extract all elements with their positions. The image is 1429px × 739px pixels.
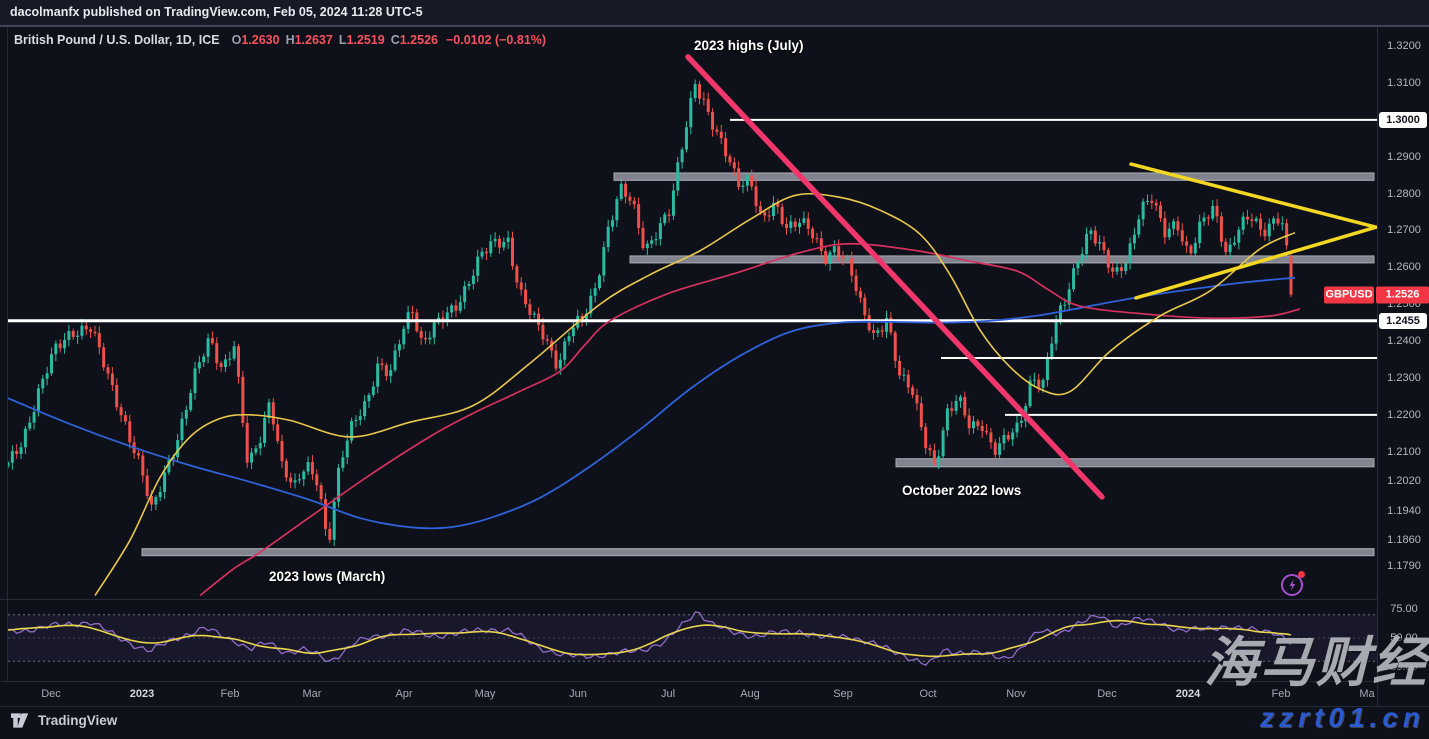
lightning-bolt-icon xyxy=(1289,579,1296,591)
time-axis-month-label: Nov xyxy=(1006,688,1026,700)
annotation-october-2022-lows: October 2022 lows xyxy=(902,483,1022,498)
price-axis-label: 1.3100 xyxy=(1387,77,1421,89)
annotation-2023-lows: 2023 lows (March) xyxy=(269,569,386,584)
price-axis-label: 1.2300 xyxy=(1387,371,1421,384)
time-axis-month-label: Sep xyxy=(833,688,853,700)
ma-50-yellow xyxy=(94,192,1296,596)
annotation-2023-highs: 2023 highs (July) xyxy=(694,38,804,53)
time-axis-month-label: Feb xyxy=(220,688,240,700)
time-axis-separator xyxy=(0,681,1377,682)
close-value: 1.2526 xyxy=(399,33,438,47)
last-price-badge: 1.2526 xyxy=(1376,286,1429,304)
price-axis-label: 1.3200 xyxy=(1387,40,1421,53)
publish-topbar: dacolmanfx published on TradingView.com,… xyxy=(0,0,1429,27)
time-axis-month-label: Mar xyxy=(302,688,322,700)
price-axis-label: 1.2800 xyxy=(1387,187,1421,200)
time-axis-month-label: Aug xyxy=(740,688,760,700)
price-level-badge: 1.3000 xyxy=(1379,111,1427,128)
price-axis-label: 1.2600 xyxy=(1387,261,1421,274)
symbol-price-label-badge: GBPUSD xyxy=(1324,286,1374,304)
ma-100-crimson xyxy=(199,242,1301,597)
main-pane xyxy=(8,54,1377,597)
sr-zone xyxy=(895,458,1375,468)
pane-separator[interactable] xyxy=(0,599,1377,600)
price-axis-label: 1.2400 xyxy=(1387,335,1421,348)
time-axis-year-label: 2023 xyxy=(129,688,155,700)
time-axis-month-label: Jul xyxy=(660,688,676,700)
price-axis-label: 1.2100 xyxy=(1387,445,1421,458)
time-axis-month-label: Ma xyxy=(1359,688,1375,700)
lightning-minds-icon[interactable] xyxy=(1281,574,1303,596)
rsi-axis-label: 25.00 xyxy=(1390,661,1418,673)
time-axis-month-label: May xyxy=(474,688,496,700)
pink-downtrend-line xyxy=(685,54,1105,500)
time-axis-month-label: Feb xyxy=(1271,688,1291,700)
time-axis-month-label: Dec xyxy=(41,688,61,700)
price-axis-label: 1.1940 xyxy=(1387,504,1421,517)
rsi-pane xyxy=(8,611,1377,666)
price-axis-label: 1.2020 xyxy=(1387,475,1421,488)
price-level-badge: 1.2455 xyxy=(1379,312,1427,329)
price-axis-label: 1.1860 xyxy=(1387,534,1421,547)
footer-separator xyxy=(0,706,1429,707)
low-label: L xyxy=(338,33,347,47)
symbol-title[interactable]: British Pound / U.S. Dollar, 1D, ICE xyxy=(14,33,220,47)
time-axis-month-label: Apr xyxy=(395,688,413,700)
symbol-header[interactable]: British Pound / U.S. Dollar, 1D, ICE O1.2… xyxy=(14,33,546,47)
ma-200-blue xyxy=(8,276,1296,530)
open-label: O xyxy=(231,33,242,47)
tradingview-logo[interactable]: TradingView xyxy=(11,713,117,728)
sr-zone xyxy=(629,255,1375,264)
sr-zone xyxy=(141,548,1375,557)
high-label: H xyxy=(285,33,295,47)
price-axis-label: 1.1790 xyxy=(1387,559,1421,572)
low-value: 1.2519 xyxy=(346,33,385,47)
sr-zone xyxy=(613,172,1375,181)
pennant-upper-trendline xyxy=(1129,162,1377,229)
price-axis-label: 1.2200 xyxy=(1387,408,1421,421)
time-axis-year-label: 2024 xyxy=(1175,688,1201,700)
rsi-axis-label: 50.00 xyxy=(1390,632,1418,644)
rsi-ma-line xyxy=(8,619,1292,658)
close-label: C xyxy=(390,33,400,47)
tradingview-logo-text: TradingView xyxy=(38,713,118,728)
notification-dot xyxy=(1298,571,1305,578)
open-value: 1.2630 xyxy=(241,33,280,47)
price-axis-label: 1.2900 xyxy=(1387,150,1421,163)
price-axis[interactable]: 1.3200 1.3100 1.2900 1.2800 1.2700 1.2600 1.25… xyxy=(1377,25,1429,706)
time-axis-month-label: Dec xyxy=(1097,688,1117,700)
change-value: −0.0102 (−0.81%) xyxy=(445,33,547,47)
watermark-chinese-text: 海马财经 xyxy=(1204,633,1428,693)
time-axis-month-label: Oct xyxy=(919,688,937,700)
pennant-lower-trendline xyxy=(1134,225,1377,300)
publish-info-text: dacolmanfx published on TradingView.com,… xyxy=(10,5,423,19)
left-pane-border xyxy=(7,26,8,681)
high-value: 1.2637 xyxy=(294,33,333,47)
rsi-axis-label: 75.00 xyxy=(1390,603,1418,615)
time-axis-month-label: Jun xyxy=(569,688,587,700)
candlestick-series xyxy=(8,79,1293,547)
tradingview-logo-icon xyxy=(11,713,29,728)
watermark-url-text: zzrt01.cn xyxy=(1260,702,1425,733)
price-axis-label: 1.2700 xyxy=(1387,224,1421,237)
